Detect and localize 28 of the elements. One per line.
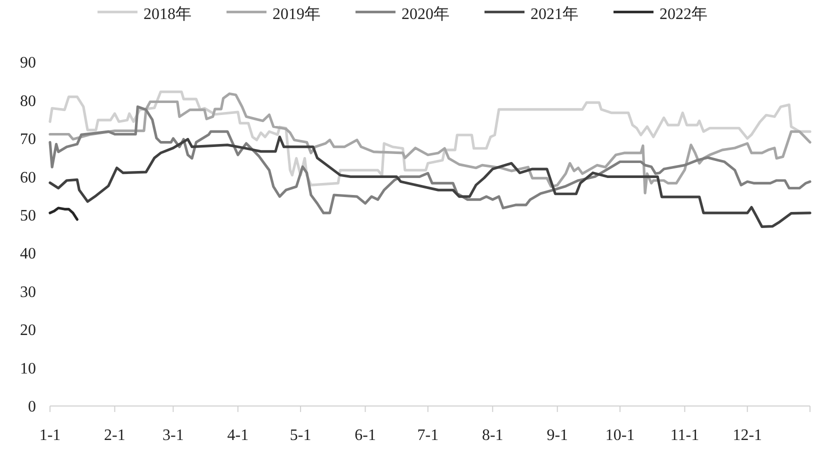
x-tick-label: 11-1 [670,427,700,444]
x-tick-label: 2-1 [104,427,126,444]
y-tick-label: 50 [20,207,36,224]
legend-label: 2019年 [272,6,320,24]
x-tick-label: 5-1 [290,427,312,444]
legend-label: 2022年 [660,6,708,24]
x-tick-label: 7-1 [417,427,439,444]
x-tick-label: 1-1 [39,427,61,444]
x-tick-label: 6-1 [354,427,376,444]
y-tick-label: 0 [28,398,36,416]
x-tick-label: 8-1 [482,427,504,444]
x-tick-label: 10-1 [605,427,635,444]
y-tick-label: 30 [20,284,36,301]
legend-label: 2021年 [530,6,578,24]
legend-label: 2018年 [144,6,192,24]
y-tick-label: 20 [20,322,36,340]
y-tick-label: 40 [20,246,36,263]
legend-label: 2020年 [402,6,450,24]
line-series [48,206,78,221]
y-tick-label: 60 [20,169,36,186]
y-tick-label: 80 [20,92,36,110]
y-tick-label: 70 [20,131,36,148]
x-tick-label: 12-1 [732,427,762,444]
y-tick-label: 10 [20,360,36,378]
x-tick-label: 9-1 [546,427,568,444]
x-tick-label: 4-1 [227,427,249,444]
y-tick-label: 90 [20,54,36,72]
x-tick-label: 3-1 [162,427,184,444]
